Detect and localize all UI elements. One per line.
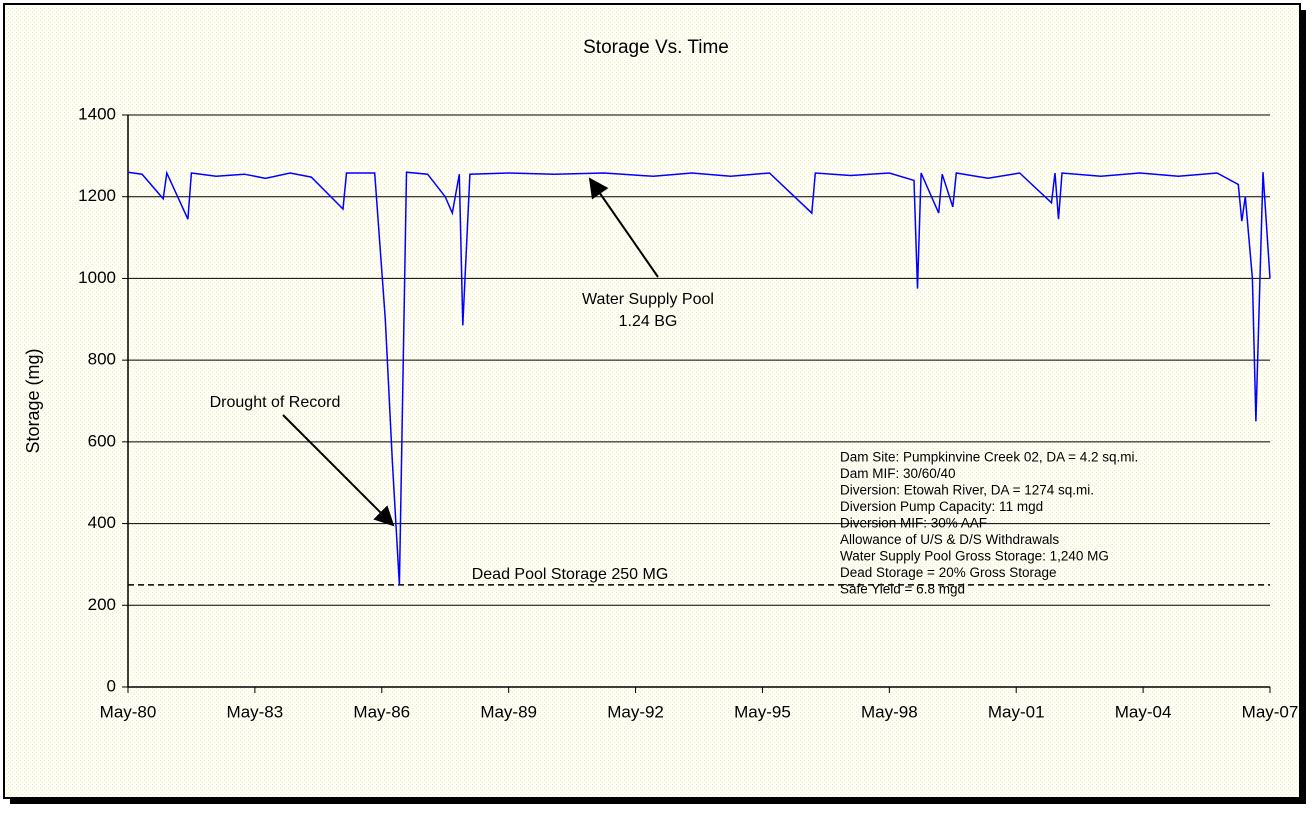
info-line: Safe Yield = 6.8 mgd [840,582,965,597]
data-line [127,170,1271,585]
info-line: Dam MIF: 30/60/40 [840,466,956,481]
info-box: Dam Site: Pumpkinvine Creek 02, DA = 4.2… [840,450,1138,597]
annotation: Drought of Record [210,394,341,411]
x-tick-label: May-04 [1115,702,1172,721]
x-tick-label: May-01 [988,702,1045,721]
y-tick-label: 1000 [78,268,116,287]
y-tick-label: 400 [88,513,116,532]
annotation-arrow [282,414,395,527]
info-line: Diversion Pump Capacity: 11 mgd [840,499,1043,514]
y-axis-label: Storage (mg) [23,348,43,453]
x-tick-label: May-92 [607,702,664,721]
y-tick-label: 0 [107,676,116,695]
x-tick-label: May-83 [227,702,284,721]
info-line: Dam Site: Pumpkinvine Creek 02, DA = 4.2… [840,450,1138,465]
annotation-arrow [588,177,659,278]
chart-title: Storage Vs. Time [583,37,729,58]
info-line: Diversion MIF: 30% AAF [840,516,987,531]
y-tick-label: 1400 [78,104,116,123]
x-tick-label: May-86 [353,702,410,721]
info-line: Water Supply Pool Gross Storage: 1,240 M… [840,549,1109,564]
info-line: Allowance of U/S & D/S Withdrawals [840,532,1059,547]
reference-label: Dead Pool Storage 250 MG [472,566,669,583]
annotation: 1.24 BG [619,313,678,330]
y-tick-label: 1200 [78,186,116,205]
x-tick-label: May-80 [100,702,157,721]
x-tick-label: May-07 [1242,702,1299,721]
x-tick-label: May-95 [734,702,791,721]
chart-frame [3,3,1301,799]
y-tick-label: 600 [88,431,116,450]
annotation: Water Supply Pool [582,291,714,308]
x-tick-label: May-89 [480,702,537,721]
y-tick-label: 200 [88,595,116,614]
x-tick-label: May-98 [861,702,918,721]
y-tick-label: 800 [88,350,116,369]
info-line: Diversion: Etowah River, DA = 1274 sq.mi… [840,483,1094,498]
info-line: Dead Storage = 20% Gross Storage [840,565,1057,580]
